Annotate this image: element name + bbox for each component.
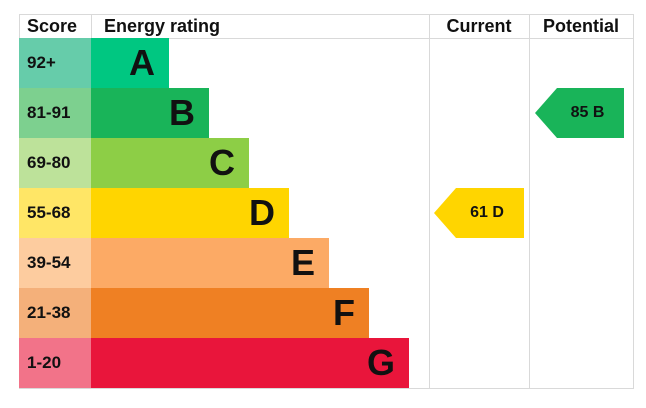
header-current: Current <box>446 16 512 36</box>
score-band-f: 21-38 <box>19 288 91 338</box>
col-divider <box>429 14 430 389</box>
header-divider <box>19 38 634 39</box>
current-rating-arrow: 61 D <box>434 188 524 238</box>
right-border <box>633 14 634 389</box>
score-band-a: 92+ <box>19 38 91 88</box>
score-band-b: 81-91 <box>19 88 91 138</box>
rating-bar-g: G <box>91 338 409 388</box>
rating-bar-a: A <box>91 38 169 88</box>
rating-bar-d: D <box>91 188 289 238</box>
top-border <box>19 14 634 15</box>
rating-bar-b: B <box>91 88 209 138</box>
header-score: Score <box>27 16 78 36</box>
left-border <box>19 14 20 38</box>
score-band-d: 55-68 <box>19 188 91 238</box>
score-band-c: 69-80 <box>19 138 91 188</box>
potential-rating-arrow: 85 B <box>535 88 624 138</box>
header-potential: Potential <box>542 16 619 36</box>
score-band-e: 39-54 <box>19 238 91 288</box>
bottom-border <box>19 388 634 389</box>
header-energy-rating: Energy rating <box>104 16 221 36</box>
rating-bar-f: F <box>91 288 369 338</box>
rating-bar-c: C <box>91 138 249 188</box>
score-band-g: 1-20 <box>19 338 91 388</box>
rating-bar-e: E <box>91 238 329 288</box>
col-divider <box>529 14 530 389</box>
col-divider <box>91 14 92 38</box>
